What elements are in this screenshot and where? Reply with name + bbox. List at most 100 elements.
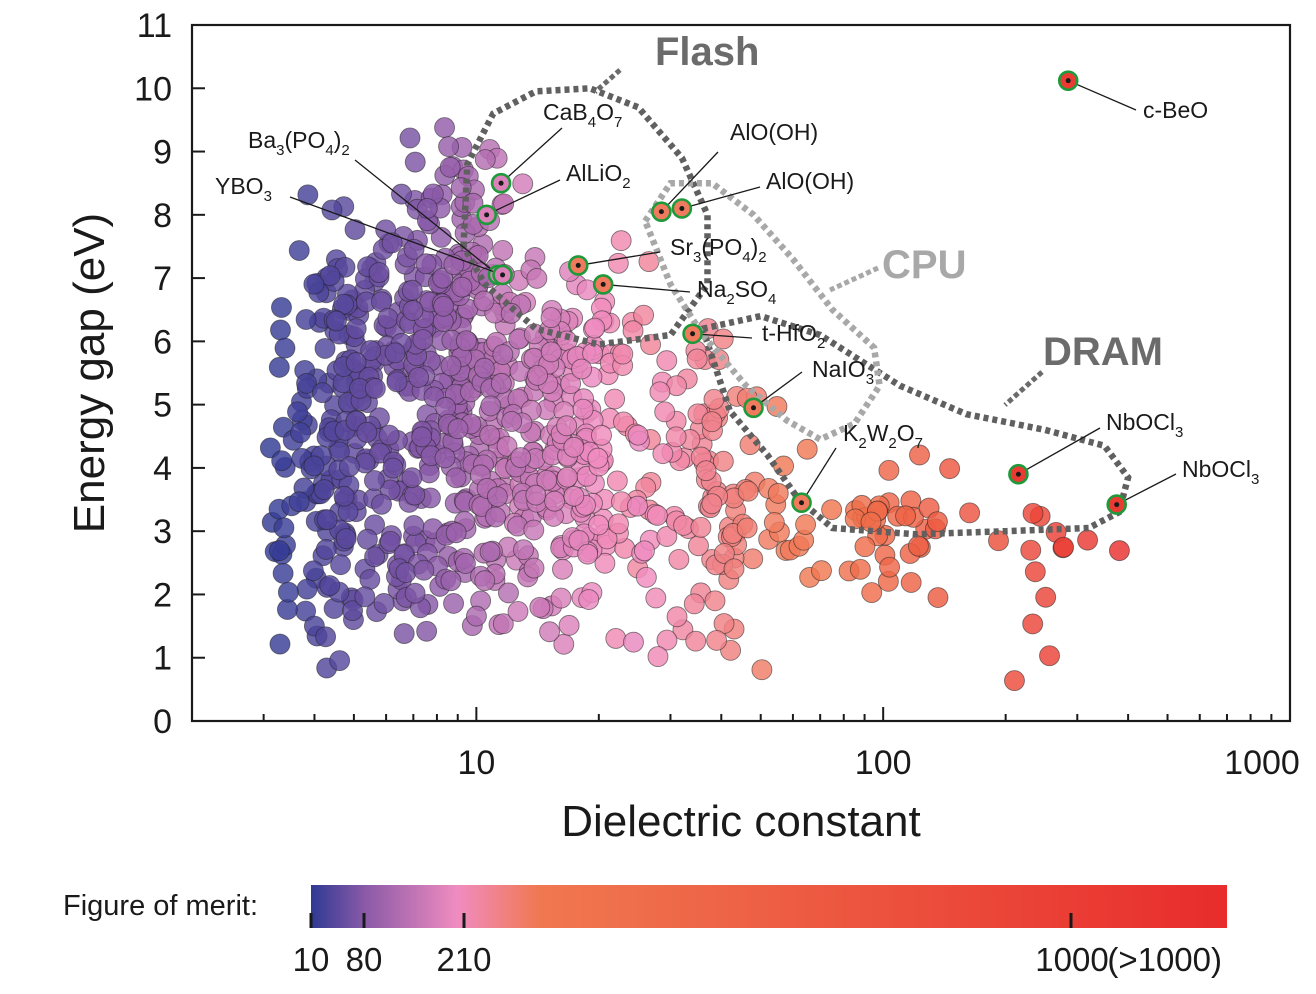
data-point: [492, 240, 514, 261]
data-point: [594, 552, 616, 574]
data-point: [656, 629, 678, 651]
data-point: [540, 341, 562, 363]
region-pointer: [593, 68, 622, 94]
data-point: [577, 543, 599, 565]
data-point: [386, 371, 408, 393]
callout-line: [578, 251, 661, 267]
colorbar-tick-label: 210: [436, 941, 491, 978]
data-point: [445, 467, 467, 489]
x-tick-label: 100: [855, 744, 912, 782]
points-layer: [259, 117, 1130, 692]
data-point: [736, 517, 758, 539]
data-point: [811, 560, 832, 582]
data-point: [287, 401, 308, 423]
data-point: [345, 318, 367, 340]
data-point: [523, 557, 545, 579]
highlight-center-dot: [690, 331, 696, 337]
data-point: [381, 232, 403, 254]
callout-line: [500, 127, 563, 184]
data-point: [507, 601, 529, 622]
data-point: [354, 586, 376, 608]
data-point: [330, 554, 352, 576]
y-tick-label: 4: [153, 450, 172, 488]
data-point: [344, 219, 366, 240]
data-point: [647, 646, 669, 668]
data-point: [510, 447, 532, 469]
data-point: [627, 495, 648, 517]
y-tick-label: 0: [153, 703, 172, 741]
data-point: [526, 267, 548, 289]
data-point: [377, 307, 399, 329]
data-point: [402, 300, 424, 321]
callout-line: [603, 283, 691, 293]
data-point: [737, 480, 759, 502]
data-point: [646, 504, 668, 526]
data-point: [434, 117, 456, 139]
data-point: [685, 630, 707, 652]
colorbar: Figure of merit: 10 80 210 1000(>1000): [63, 885, 1227, 978]
data-point: [701, 493, 723, 515]
y-axis-title: Energy gap (eV): [65, 213, 114, 533]
data-point: [704, 590, 726, 612]
data-point: [408, 366, 430, 388]
highlight-center-dot: [799, 500, 805, 506]
y-tick-label: 6: [153, 323, 172, 361]
data-point: [288, 491, 310, 513]
data-point: [479, 424, 501, 446]
data-point: [303, 455, 325, 477]
colorbar-tick-label: (>1000): [1107, 941, 1222, 978]
point-label: NbOCl3: [1106, 409, 1183, 441]
data-point: [665, 426, 687, 448]
data-point: [656, 350, 678, 372]
data-point: [270, 319, 291, 341]
data-point: [338, 456, 360, 478]
data-point: [652, 443, 674, 465]
data-point: [319, 265, 341, 287]
data-point: [673, 514, 695, 536]
x-axis-title: Dielectric constant: [561, 797, 920, 846]
data-point: [432, 267, 454, 289]
data-point: [447, 418, 469, 440]
data-point: [607, 252, 629, 274]
data-point: [539, 621, 560, 643]
data-point: [878, 459, 900, 481]
data-point: [560, 373, 582, 395]
data-point: [404, 582, 426, 604]
data-point: [404, 484, 426, 506]
callout-line: [660, 151, 719, 213]
data-point: [712, 328, 734, 350]
data-point: [268, 540, 290, 562]
data-point: [742, 548, 764, 570]
data-point: [412, 329, 434, 350]
data-point: [861, 582, 883, 604]
point-label: NaIO3: [812, 356, 874, 388]
y-tick-label: 1: [153, 640, 172, 678]
highlight-center-dot: [1065, 78, 1071, 84]
data-point: [712, 450, 734, 472]
data-point: [523, 519, 545, 541]
data-point: [622, 320, 644, 342]
data-point: [373, 592, 395, 614]
data-point: [763, 512, 785, 533]
point-label: AlO(OH): [730, 119, 818, 145]
data-point: [527, 364, 549, 386]
colorbar-gradient: [311, 885, 1227, 928]
data-point: [401, 467, 423, 489]
data-point: [416, 197, 438, 219]
data-point: [604, 388, 626, 410]
data-point: [415, 253, 437, 275]
y-tick-label: 11: [137, 7, 172, 45]
data-point: [766, 396, 788, 417]
highlight-center-dot: [484, 212, 490, 218]
data-point: [314, 337, 336, 359]
data-point: [821, 499, 843, 521]
data-point: [591, 424, 612, 446]
cpu-region-outline: [641, 179, 883, 444]
data-point: [608, 513, 629, 535]
data-point: [1024, 561, 1046, 583]
region-label-dram: DRAM: [1043, 330, 1163, 374]
data-point: [315, 539, 337, 560]
callout-line: [1067, 80, 1137, 111]
data-point: [571, 358, 593, 380]
data-point: [395, 562, 417, 584]
